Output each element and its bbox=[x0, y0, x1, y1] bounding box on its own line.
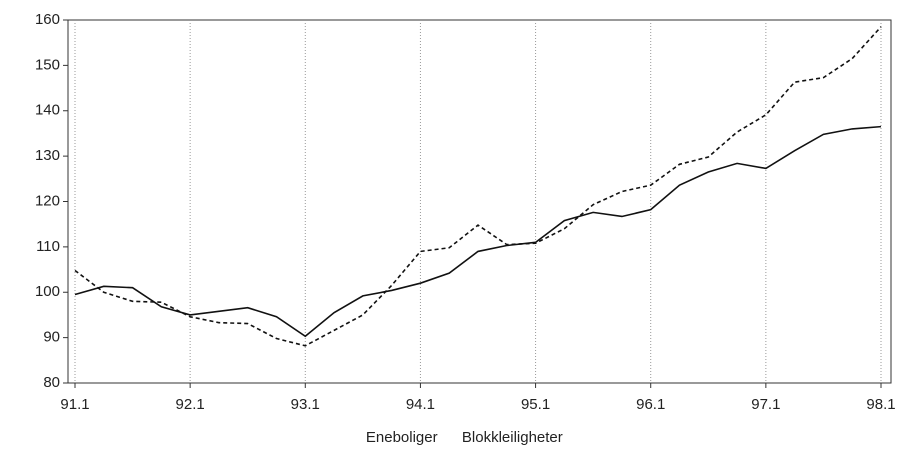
legend-label: Eneboliger bbox=[366, 429, 438, 446]
series-line bbox=[74, 125, 882, 338]
x-tick-label: 97.1 bbox=[751, 396, 780, 413]
x-tick-label: 98.1 bbox=[866, 396, 895, 413]
y-tick-label: 90 bbox=[43, 329, 60, 346]
x-tick-label: 95.1 bbox=[521, 396, 550, 413]
y-tick-label: 100 bbox=[35, 283, 60, 300]
x-tick-label: 94.1 bbox=[406, 396, 435, 413]
y-tick-label: 120 bbox=[35, 192, 60, 209]
y-tick-label: 140 bbox=[35, 102, 60, 119]
x-tick-label: 96.1 bbox=[636, 396, 665, 413]
y-tick-label: 160 bbox=[35, 11, 60, 28]
x-tick-label: 92.1 bbox=[176, 396, 205, 413]
y-tick-label: 150 bbox=[35, 56, 60, 73]
series-line bbox=[74, 26, 882, 347]
y-tick-label: 110 bbox=[36, 238, 60, 255]
plot-frame bbox=[67, 19, 892, 384]
x-tick-label: 93.1 bbox=[291, 396, 320, 413]
y-tick-label: 80 bbox=[43, 374, 60, 391]
legend-label: Blokkleiligheter bbox=[462, 429, 563, 446]
x-tick-label: 91.1 bbox=[60, 396, 89, 413]
y-tick-label: 130 bbox=[35, 147, 60, 164]
